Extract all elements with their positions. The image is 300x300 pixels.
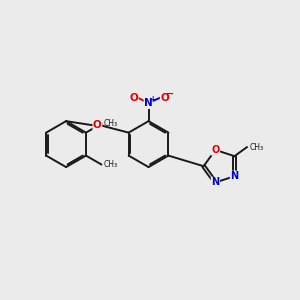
Text: +: + bbox=[149, 95, 155, 104]
Text: O: O bbox=[211, 145, 220, 155]
Text: N: N bbox=[211, 177, 220, 188]
Text: CH₃: CH₃ bbox=[103, 119, 118, 128]
Text: −: − bbox=[166, 89, 174, 99]
Text: N: N bbox=[230, 171, 238, 181]
Text: CH₃: CH₃ bbox=[249, 143, 263, 152]
Text: O: O bbox=[93, 120, 102, 130]
Text: CH₃: CH₃ bbox=[103, 160, 118, 169]
Text: N: N bbox=[144, 98, 153, 109]
Text: O: O bbox=[160, 93, 169, 103]
Text: O: O bbox=[129, 93, 138, 103]
